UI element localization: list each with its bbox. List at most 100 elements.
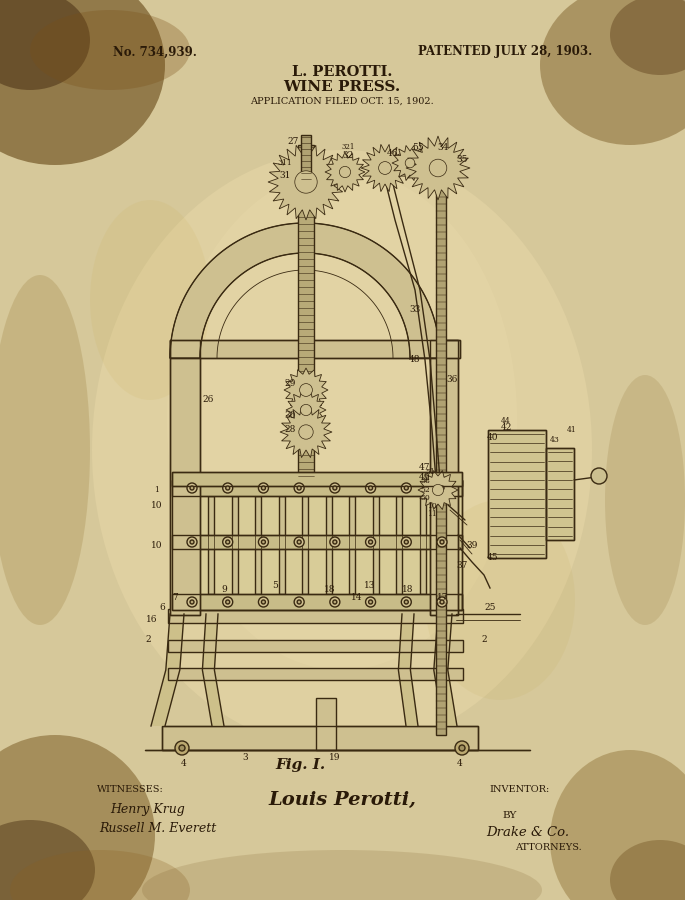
Circle shape (262, 540, 265, 544)
Circle shape (404, 600, 408, 604)
Text: 35: 35 (456, 156, 468, 165)
Text: 37: 37 (456, 561, 468, 570)
Text: PATENTED JULY 28, 1903.: PATENTED JULY 28, 1903. (418, 46, 592, 58)
Text: 44: 44 (501, 417, 511, 425)
Text: 11: 11 (427, 510, 437, 518)
Text: Russell M. Everett: Russell M. Everett (99, 822, 216, 834)
Bar (232, 496, 238, 594)
Ellipse shape (550, 750, 685, 900)
Circle shape (294, 483, 304, 493)
Circle shape (591, 468, 607, 484)
Text: 1: 1 (155, 486, 160, 494)
Circle shape (437, 537, 447, 547)
Circle shape (258, 483, 269, 493)
Polygon shape (170, 223, 440, 358)
Ellipse shape (167, 170, 517, 670)
Circle shape (295, 171, 317, 194)
Circle shape (187, 483, 197, 493)
Ellipse shape (30, 10, 190, 90)
Circle shape (369, 540, 373, 544)
Circle shape (366, 483, 375, 493)
Circle shape (404, 486, 408, 490)
Text: 45: 45 (487, 554, 499, 562)
Text: 17: 17 (437, 593, 449, 602)
Bar (419, 496, 425, 594)
Text: 13: 13 (364, 580, 375, 590)
Polygon shape (418, 471, 458, 509)
Bar (396, 496, 402, 594)
Polygon shape (202, 614, 224, 726)
Text: 10: 10 (151, 500, 163, 509)
Text: 321: 321 (341, 143, 355, 151)
Circle shape (369, 486, 373, 490)
Ellipse shape (540, 0, 685, 145)
Circle shape (294, 537, 304, 547)
Circle shape (429, 159, 447, 176)
Bar (172, 535, 462, 549)
Circle shape (459, 745, 465, 751)
Circle shape (187, 597, 197, 607)
Text: 31: 31 (279, 170, 290, 179)
Circle shape (401, 537, 411, 547)
Text: ATTORNEYS.: ATTORNEYS. (514, 843, 582, 852)
Text: 6: 6 (159, 602, 165, 611)
Text: INVENTOR:: INVENTOR: (490, 786, 550, 795)
Text: 9: 9 (221, 586, 227, 595)
Bar (172, 472, 462, 486)
Bar (436, 145, 446, 735)
Bar (302, 496, 308, 594)
Text: 4: 4 (457, 759, 463, 768)
Bar (488, 430, 546, 558)
Text: 27: 27 (287, 138, 299, 147)
Circle shape (226, 486, 229, 490)
Text: 34: 34 (437, 142, 449, 151)
Bar (170, 340, 460, 358)
Circle shape (401, 483, 411, 493)
Circle shape (297, 540, 301, 544)
Text: 36: 36 (447, 375, 458, 384)
Circle shape (262, 486, 265, 490)
Circle shape (437, 597, 447, 607)
Bar (373, 496, 379, 594)
Ellipse shape (0, 0, 165, 165)
Text: 51: 51 (425, 468, 435, 476)
Bar (488, 430, 546, 558)
Ellipse shape (10, 850, 190, 900)
Circle shape (262, 600, 265, 604)
Circle shape (299, 425, 313, 439)
Text: 49: 49 (419, 473, 431, 482)
Polygon shape (286, 391, 326, 429)
Text: 48: 48 (409, 356, 421, 364)
Text: 2: 2 (481, 635, 487, 644)
Text: Henry Krug: Henry Krug (110, 804, 186, 816)
Bar (172, 480, 462, 496)
Circle shape (297, 486, 301, 490)
Circle shape (366, 597, 375, 607)
Bar (172, 472, 462, 486)
Circle shape (437, 483, 447, 493)
Circle shape (379, 162, 391, 175)
Ellipse shape (610, 0, 685, 75)
Text: 32: 32 (342, 151, 353, 160)
Text: 4: 4 (181, 759, 187, 768)
Circle shape (299, 383, 312, 396)
Circle shape (258, 537, 269, 547)
Circle shape (440, 486, 444, 490)
Bar (172, 594, 462, 610)
Ellipse shape (0, 820, 95, 900)
Text: 30: 30 (284, 410, 296, 419)
Bar (316, 698, 336, 750)
Circle shape (369, 600, 373, 604)
Text: 19: 19 (329, 752, 340, 761)
Text: 14: 14 (351, 593, 363, 602)
Text: 33: 33 (410, 305, 421, 314)
Text: WINE PRESS.: WINE PRESS. (284, 80, 401, 94)
Polygon shape (284, 368, 328, 412)
Text: 26: 26 (202, 395, 214, 404)
Bar (168, 640, 463, 652)
Bar (208, 496, 214, 594)
Circle shape (297, 600, 301, 604)
Polygon shape (399, 614, 418, 726)
Polygon shape (151, 614, 184, 726)
Text: 3: 3 (242, 752, 248, 761)
